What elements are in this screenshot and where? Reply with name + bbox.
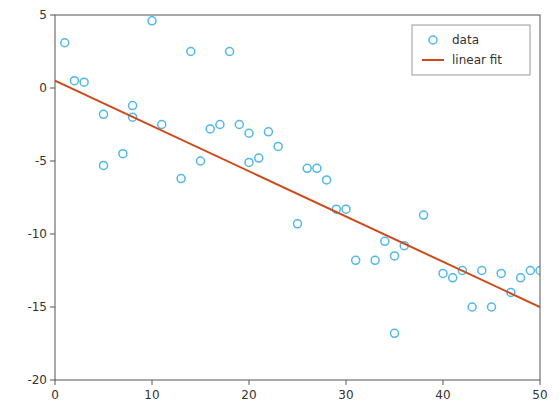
x-tick-label: 10 [144,388,159,402]
data-point [245,129,253,137]
data-point [497,269,505,277]
data-point [264,128,272,136]
data-point [371,256,379,264]
y-tick [50,307,55,308]
data-point [488,303,496,311]
y-tick [50,161,55,162]
plot-frame [55,15,540,380]
legend: data linear fit [412,25,530,75]
data-point [206,125,214,133]
x-tick [249,380,250,385]
data-point [420,211,428,219]
x-tick [540,380,541,385]
data-point [70,77,78,85]
y-tick-label: -20 [27,373,47,387]
data-point [478,267,486,275]
x-tick [152,380,153,385]
x-tick-label: 50 [532,388,547,402]
data-point [187,48,195,56]
data-point [100,110,108,118]
y-tick [50,380,55,381]
y-tick [50,234,55,235]
data-point [439,269,447,277]
data-point [129,102,137,110]
x-tick-label: 40 [435,388,450,402]
data-point [216,121,224,129]
data-point [449,274,457,282]
data-point [61,39,69,47]
data-point [197,157,205,165]
data-point [100,161,108,169]
legend-label: linear fit [452,53,502,67]
y-tick-label: -15 [27,300,47,314]
data-point [391,252,399,260]
data-point [517,274,525,282]
data-point [468,303,476,311]
data-point [536,267,540,275]
fit-line [55,81,540,307]
x-tick-label: 0 [51,388,59,402]
chart: 0 10 20 30 40 50 -20 -15 -10 -5 0 5 data linear fit [0,0,560,420]
y-tick-label: -5 [35,154,47,168]
y-tick-label: -10 [27,227,47,241]
data-point [177,175,185,183]
data-point [119,150,127,158]
data-point [226,48,234,56]
data-point [352,256,360,264]
x-tick-label: 30 [338,388,353,402]
x-tick [346,380,347,385]
data-point [526,267,534,275]
x-tick-label: 20 [241,388,256,402]
x-tick [55,380,56,385]
data-layer [55,17,540,337]
data-point [303,164,311,172]
data-point [294,220,302,228]
data-point [274,142,282,150]
legend-box [412,25,530,75]
chart-container: 0 10 20 30 40 50 -20 -15 -10 -5 0 5 data linear fit [0,0,560,420]
legend-swatch [429,36,437,44]
data-point [235,121,243,129]
y-tick-label: 0 [39,81,47,95]
y-tick [50,88,55,89]
plot-area [55,15,540,380]
data-point [391,329,399,337]
data-point [158,121,166,129]
x-tick [443,380,444,385]
data-point [80,78,88,86]
legend-swatch [422,59,444,61]
data-point [342,205,350,213]
data-point [148,17,156,25]
data-point [313,164,321,172]
data-point [245,158,253,166]
y-tick-label: 5 [39,8,47,22]
data-point [323,176,331,184]
y-tick [50,15,55,16]
data-point [381,237,389,245]
legend-label: data [452,33,479,47]
data-point [255,154,263,162]
